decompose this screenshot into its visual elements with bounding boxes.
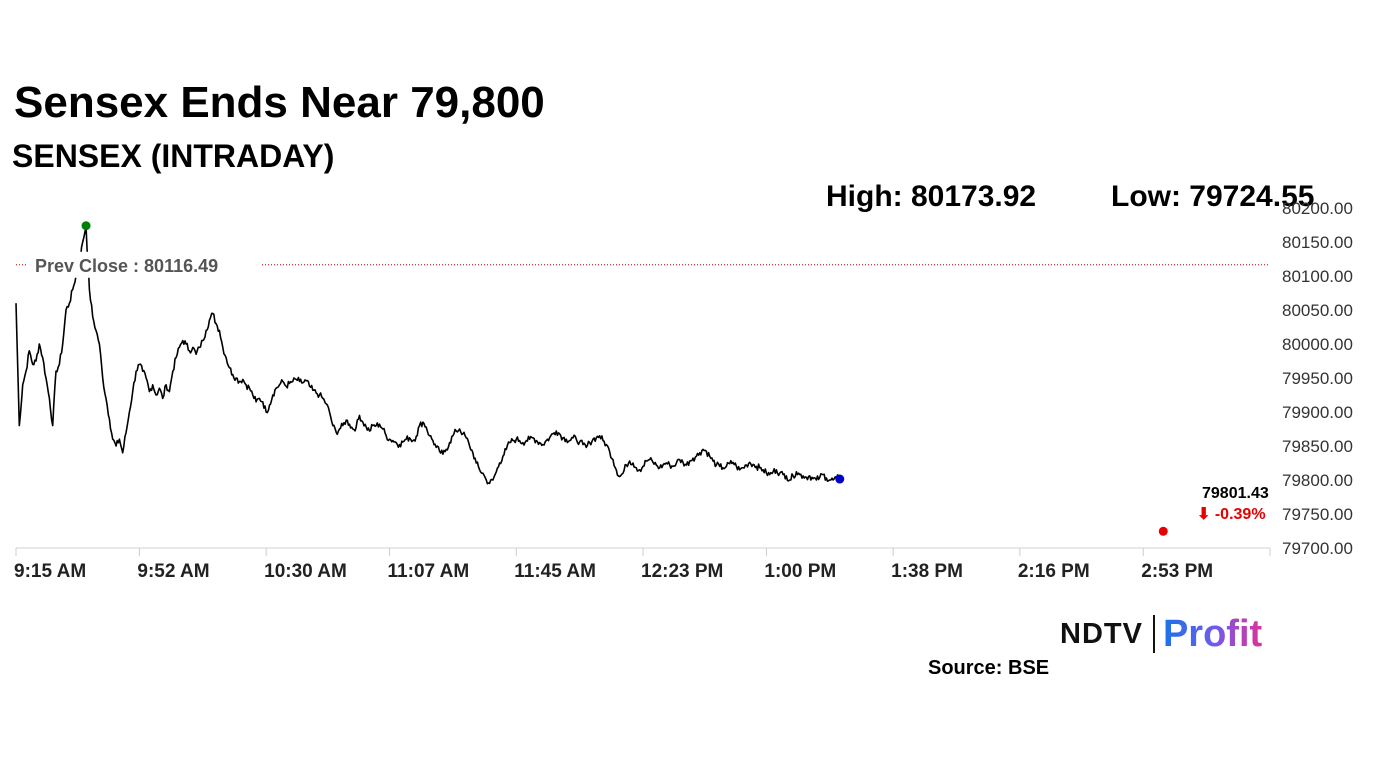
y-tick-label: 79950.00 (1282, 369, 1353, 388)
x-tick-label: 1:00 PM (764, 561, 836, 582)
prev-close-label: Prev Close : 80116.49 (35, 256, 218, 276)
series-layer (15, 224, 841, 485)
ndtv-profit-logo: NDTV Profit (1060, 612, 1262, 656)
y-tick-label: 79850.00 (1282, 437, 1353, 456)
y-tick-label: 80100.00 (1282, 267, 1353, 286)
prev-close-label-bg (28, 251, 260, 278)
source-note: Source: BSE (928, 657, 1050, 679)
x-tick-label: 9:15 AM (14, 561, 86, 582)
high-value-label: High: 80173.92 (826, 180, 1037, 213)
logo-ndtv-text: NDTV (1060, 617, 1143, 650)
y-tick-label: 79700.00 (1282, 539, 1353, 558)
last-price-marker (835, 474, 845, 484)
change-percent-label: ⬇ -0.39% (1197, 506, 1266, 523)
sensex-price-line (15, 224, 841, 485)
y-tick-label: 79900.00 (1282, 403, 1353, 422)
y-tick-label: 79800.00 (1282, 471, 1353, 490)
y-tick-label: 80050.00 (1282, 301, 1353, 320)
low-value-label: Low: 79724.55 (1111, 180, 1315, 213)
x-tick-label: 12:23 PM (641, 561, 723, 582)
x-tick-label: 1:38 PM (891, 561, 963, 582)
y-tick-label: 80000.00 (1282, 335, 1353, 354)
x-tick-label: 10:30 AM (264, 561, 347, 582)
x-tick-label: 11:45 AM (514, 561, 596, 582)
y-tick-label: 79750.00 (1282, 505, 1353, 524)
logo-divider (1152, 615, 1155, 653)
y-tick-label: 80200.00 (1282, 199, 1353, 218)
x-tick-label: 11:07 AM (388, 561, 470, 582)
logo-profit-text: Profit (1162, 612, 1263, 655)
axis-layer: 80200.00 80150.00 80100.00 80050.00 80000.00… (14, 199, 1353, 582)
x-tick-label: 9:52 AM (137, 561, 209, 582)
last-price-label: 79801.43 (1202, 485, 1269, 502)
annotation-layer: Prev Close : 80116.49 79801.43 ⬇ -0.39% (16, 221, 1280, 536)
x-tick-label: 2:16 PM (1018, 561, 1090, 582)
x-tick-label: 2:53 PM (1141, 561, 1213, 582)
chart-title: Sensex Ends Near 79,800 (14, 78, 545, 127)
low-marker-point (1158, 526, 1168, 536)
high-marker-point (81, 221, 91, 231)
chart-subtitle: SENSEX (INTRADAY) (12, 138, 335, 174)
last-price-label-bg (1198, 481, 1280, 502)
y-tick-label: 80150.00 (1282, 233, 1353, 252)
